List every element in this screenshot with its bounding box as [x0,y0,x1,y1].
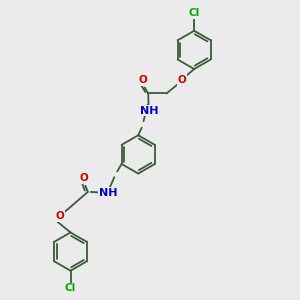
Text: O: O [139,75,147,85]
Text: O: O [80,173,88,183]
Text: O: O [177,75,186,85]
Text: O: O [56,212,64,221]
Text: NH: NH [140,106,158,116]
Text: NH: NH [99,188,117,197]
Text: Cl: Cl [188,8,200,18]
Text: Cl: Cl [65,284,76,293]
